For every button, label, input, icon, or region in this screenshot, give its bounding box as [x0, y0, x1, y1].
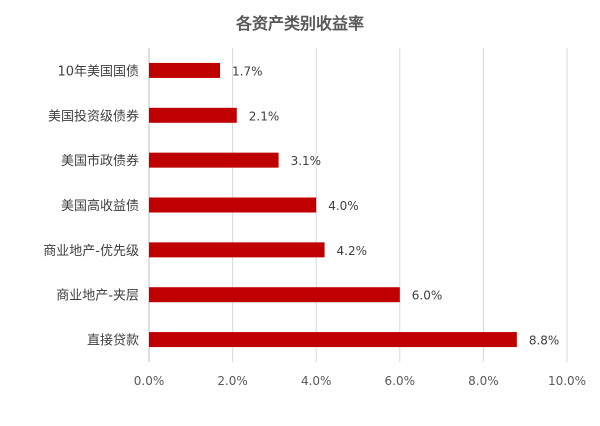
bar: [149, 107, 237, 123]
data-label: 3.1%: [291, 154, 322, 168]
category-label: 美国市政债券: [61, 153, 139, 169]
x-tick-label: 6.0%: [385, 374, 416, 388]
data-label: 1.7%: [232, 64, 263, 78]
x-tick-label: 10.0%: [548, 374, 586, 388]
data-label: 6.0%: [412, 289, 443, 303]
data-label: 4.2%: [337, 244, 368, 258]
data-label: 4.0%: [328, 199, 359, 213]
x-tick-label: 4.0%: [301, 374, 332, 388]
bar: [149, 152, 279, 168]
category-label: 商业地产-夹层: [56, 289, 139, 304]
category-label: 直接贷款: [87, 333, 139, 349]
bar: [149, 242, 325, 258]
data-label: 2.1%: [249, 109, 280, 123]
bar: [149, 62, 221, 78]
bar: [149, 332, 517, 348]
data-label: 8.8%: [529, 334, 560, 348]
x-tick-label: 8.0%: [468, 374, 499, 388]
category-label: 美国投资级债券: [48, 108, 139, 124]
category-label: 10年美国国债: [57, 64, 139, 79]
category-label: 商业地产-优先级: [43, 244, 139, 259]
category-label: 美国高收益债: [61, 198, 139, 214]
bar: [149, 197, 317, 213]
x-tick-label: 0.0%: [134, 374, 165, 388]
chart-title: 各资产类别收益率: [235, 14, 364, 33]
bar: [149, 287, 400, 303]
x-tick-label: 2.0%: [217, 374, 248, 388]
